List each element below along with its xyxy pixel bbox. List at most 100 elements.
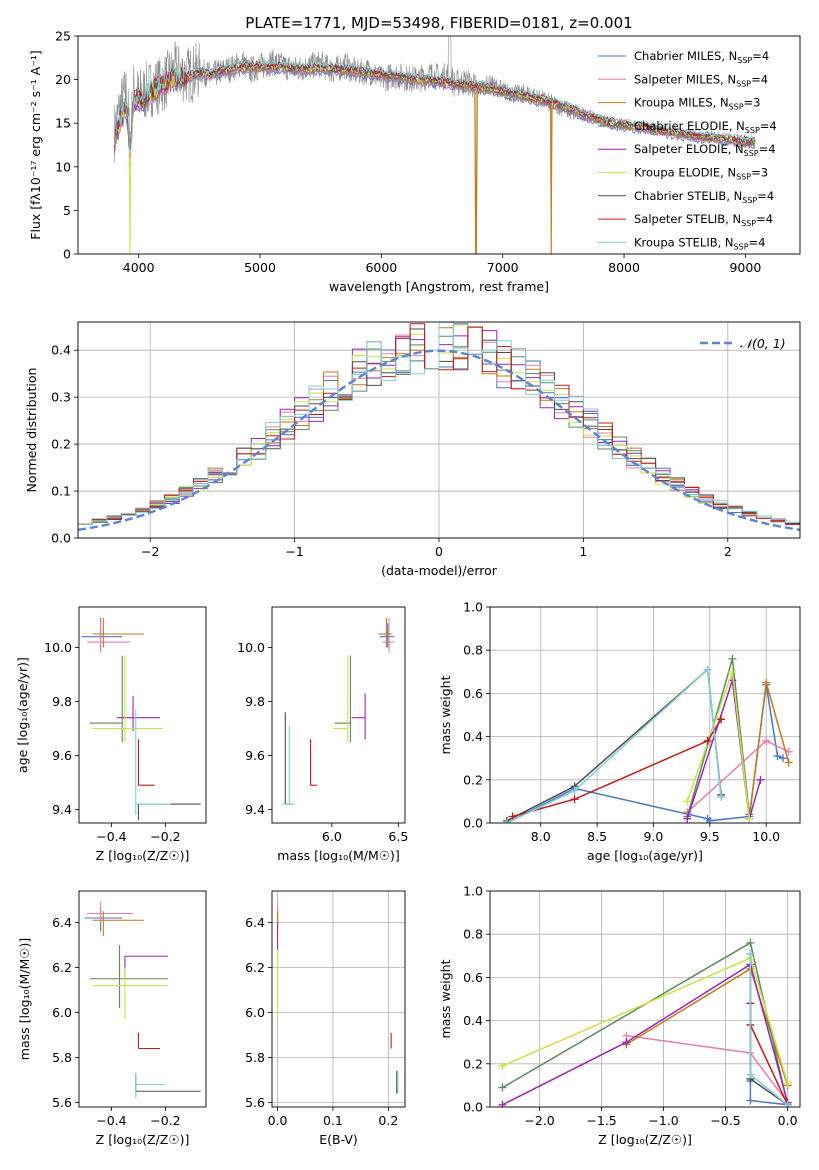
weight-marker — [502, 819, 511, 823]
x-tick-label: 0.0 — [778, 1113, 798, 1128]
y-tick-label: 9.4 — [52, 802, 72, 817]
x-axis-label: E(B-V) — [319, 1132, 358, 1147]
x-axis-label: Z [log₁₀(Z/Z☉)] — [96, 1132, 190, 1147]
weight-line — [506, 684, 784, 823]
weight-marker — [498, 1083, 507, 1092]
weight-marker — [683, 797, 692, 806]
x-tick-label: −1.5 — [586, 1113, 616, 1128]
y-tick-label: 6.2 — [52, 960, 72, 975]
weight-vs-metallicity-panel: −2.0 −1.5 −1.0 −0.5 0.0 0.0 0.2 0.4 0.6 0.8 1.0 Z [… — [438, 884, 801, 1147]
residual-histogram — [78, 322, 800, 538]
weight-marker — [498, 1061, 507, 1070]
axes-frame — [77, 321, 801, 539]
x-tick-label: −0.4 — [96, 829, 126, 844]
y-tick-label: 0.0 — [51, 531, 71, 546]
y-tick-label: 15 — [55, 116, 71, 131]
y-tick-label: 6.0 — [245, 1005, 265, 1020]
weight-marker — [784, 758, 793, 767]
weight-vs-age-panel: 8.0 8.5 9.0 9.5 10.0 0.0 0.2 0.4 0.6 0.8 1.0 age [l… — [438, 600, 801, 863]
y-tick-label: 6.4 — [245, 915, 265, 930]
legend-label: Kroupa ELODIE, NSSP=3 — [634, 166, 768, 182]
y-tick-label: 0.4 — [463, 1013, 483, 1028]
weight-marker — [773, 752, 782, 761]
x-tick-label: 9000 — [729, 260, 761, 275]
y-tick-label: 9.8 — [52, 694, 72, 709]
x-tick-label: 6.5 — [388, 829, 408, 844]
axes-frame — [78, 606, 207, 824]
legend-label: Kroupa STELIB, NSSP=4 — [634, 235, 765, 251]
weight-marker — [570, 795, 579, 804]
weight-marker — [762, 678, 771, 687]
x-tick-label: 0.0 — [268, 1113, 288, 1128]
y-tick-label: 10.0 — [237, 640, 265, 655]
weight-marker — [717, 715, 726, 724]
y-tick-label: 9.6 — [52, 748, 72, 763]
legend-label: Chabrier STELIB, NSSP=4 — [634, 189, 774, 205]
x-tick-label: 7000 — [487, 260, 519, 275]
x-tick-label: 1 — [579, 544, 587, 559]
y-tick-label: 9.8 — [245, 694, 265, 709]
axes-frame — [271, 890, 406, 1108]
weight-marker — [508, 812, 517, 821]
y-tick-label: 20 — [55, 72, 71, 87]
y-tick-label: 0.2 — [51, 437, 71, 452]
weight-marker — [728, 654, 737, 663]
weight-marker — [705, 816, 714, 823]
x-tick-label: 9.0 — [644, 829, 664, 844]
model-spectrum-line — [114, 59, 756, 153]
y-tick-label: 0.4 — [463, 729, 483, 744]
x-tick-label: 0 — [435, 544, 443, 559]
gaussian-reference-line — [78, 349, 800, 531]
weight-marker — [762, 736, 771, 745]
mass-vs-extinction-panel: 0.0 0.1 0.2 5.6 5.8 6.0 6.2 6.4 E(B-V) — [245, 890, 406, 1147]
weight-marker — [622, 1038, 631, 1047]
y-tick-label: 0.6 — [463, 970, 483, 985]
weight-marker — [745, 814, 754, 823]
x-axis-label: (data-model)/error — [381, 563, 498, 578]
x-tick-label: 2 — [724, 544, 732, 559]
x-axis-label: mass [log₁₀(M/M☉)] — [277, 848, 399, 863]
weight-marker — [756, 775, 765, 784]
x-tick-label: 0.2 — [378, 1113, 398, 1128]
weight-marker — [746, 949, 755, 958]
y-tick-label: 10 — [55, 159, 71, 174]
y-axis-label: mass weight — [438, 675, 453, 754]
x-tick-label: −1 — [285, 544, 303, 559]
weight-marker — [746, 1096, 755, 1105]
x-tick-label: −0.2 — [150, 829, 180, 844]
legend-label: Salpeter MILES, NSSP=4 — [634, 72, 768, 88]
x-tick-label: −0.4 — [96, 1113, 126, 1128]
y-tick-label: 1.0 — [463, 600, 483, 615]
weight-marker — [703, 736, 712, 745]
y-tick-label: 0.1 — [51, 484, 71, 499]
residuals-panel: −2 −1 0 1 2 0.0 0.1 0.2 0.3 0.4 (data-model)/error… — [24, 321, 801, 578]
legend-label: Chabrier ELODIE, NSSP=4 — [634, 119, 777, 135]
x-axis-label: Z [log₁₀(Z/Z☉)] — [598, 1132, 692, 1147]
axes-frame — [489, 606, 801, 824]
y-tick-label: 0.8 — [463, 927, 483, 942]
legend-label: Salpeter STELIB, NSSP=4 — [634, 212, 773, 228]
x-tick-label: 5000 — [244, 260, 276, 275]
y-tick-label: 5 — [63, 203, 71, 218]
axes-frame — [271, 606, 406, 824]
weight-marker — [728, 667, 737, 676]
y-tick-label: 0.2 — [463, 1056, 483, 1071]
weight-marker — [746, 938, 755, 947]
weight-marker — [717, 793, 726, 802]
y-axis-label: Flux [fλ10⁻¹⁷ erg cm⁻² s⁻¹ A⁻¹] — [28, 50, 43, 239]
x-tick-label: 6.0 — [322, 829, 342, 844]
weight-marker — [783, 1079, 792, 1088]
weight-marker — [683, 814, 692, 823]
age-vs-metallicity-panel: −0.4 −0.2 9.4 9.6 9.8 10.0 Z [log₁₀(Z/Z☉)] age … — [15, 606, 207, 863]
y-tick-label: 5.6 — [245, 1095, 265, 1110]
x-tick-label: −0.2 — [150, 1113, 180, 1128]
plot-area — [282, 617, 395, 805]
y-tick-label: 6.2 — [245, 960, 265, 975]
legend-label: Salpeter ELODIE, NSSP=4 — [634, 142, 776, 158]
y-tick-label: 0 — [63, 247, 71, 262]
x-axis-label: wavelength [Angstrom, rest frame] — [329, 279, 549, 294]
weight-marker — [498, 1100, 507, 1107]
axes-frame — [77, 35, 801, 255]
plot-area — [498, 938, 792, 1107]
y-tick-label: 0.8 — [463, 643, 483, 658]
